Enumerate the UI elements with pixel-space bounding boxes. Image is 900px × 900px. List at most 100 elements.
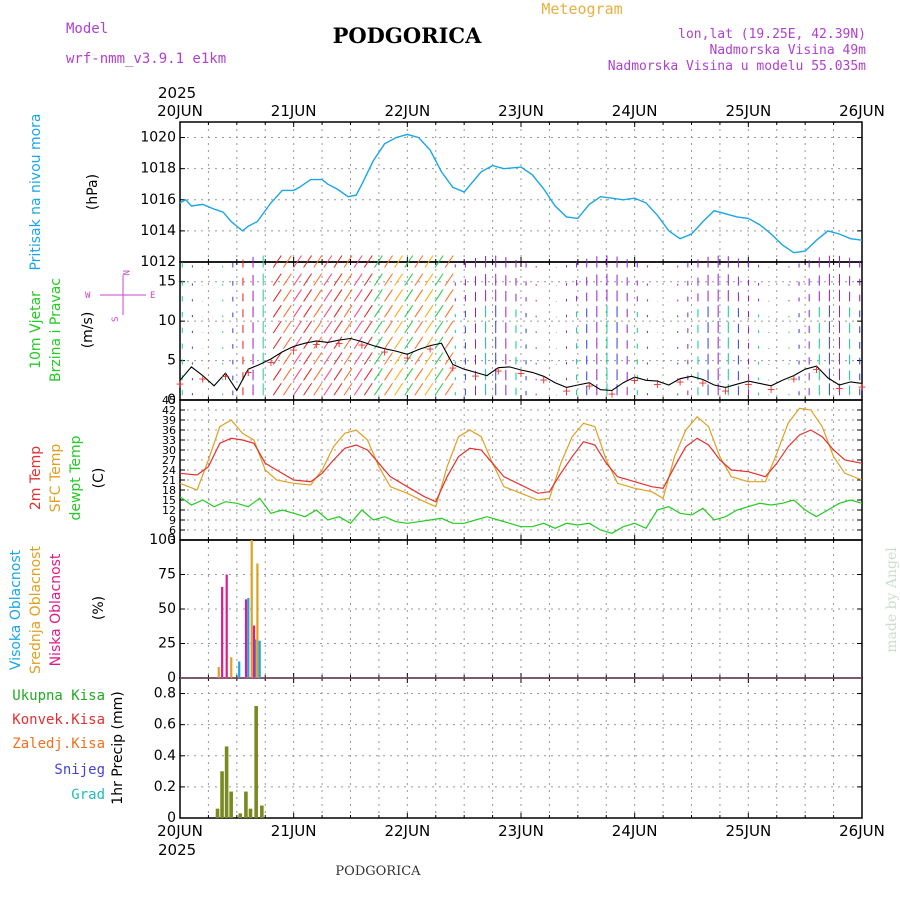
wind-barb [272,304,282,318]
precip-ytick-label: 0.6 [154,717,176,733]
precip-ylabel: 1hr Precip (mm) [110,691,126,804]
wind-barb [414,382,424,396]
wind-barb [394,289,404,302]
wind-gust-marker: + [244,366,253,379]
wind-barb [394,382,404,396]
wind-gust-marker: + [607,388,616,401]
wind-barb [444,289,454,302]
wind-ylabel-1: 10m Vjetar [28,291,44,369]
wind-gust-marker: + [516,367,525,380]
wind-gust-marker: + [653,378,662,391]
compass-n-label: N [120,270,130,275]
wind-gust-marker: + [744,378,753,391]
cloud-bar [250,540,253,678]
page-title: PODGORICA [333,23,483,48]
wind-barb [363,382,373,396]
wind-barb [323,273,333,286]
pressure-ytick-label: 1020 [140,130,176,146]
wind-barb [293,273,302,286]
wind-gust-marker: + [630,374,639,387]
precip-legend-item: Zaledj.Kisa [12,736,105,752]
wind-barb [404,255,414,268]
wind-barb [414,304,424,318]
wind-gust-marker: + [539,373,548,386]
wind-barb [343,352,353,365]
wind-barb [404,273,414,286]
cloud-bar [254,639,257,678]
wind-barb [313,273,323,286]
cloud-bar [238,661,241,678]
x-label-bottom: 20JUN [157,822,203,840]
wind-barb [434,336,444,350]
wind-barb [282,336,292,350]
wind-barb [353,320,363,334]
cloud-bar [252,625,256,678]
wind-gust-marker: + [857,380,866,393]
wind-barb [373,382,383,396]
wind-barb [434,304,444,318]
cloud-bar [258,640,261,678]
wind-barb [394,255,404,268]
wind-barb [394,304,404,318]
precip-ytick-label: 0.8 [154,686,176,702]
wind-gust-marker: + [175,377,184,390]
wind-barb [384,352,393,365]
wind-barb [363,273,373,286]
wind-barb [333,273,343,286]
wind-barb [424,255,434,268]
wind-barb [272,336,282,350]
temperature-ytick-label: 12 [162,504,176,517]
wind-barb [272,382,282,396]
model-label: Model [66,21,108,37]
cloud-high-ylabel: Visoka Oblacnost [8,549,24,670]
wind-barb [313,304,323,318]
wind-barb [293,382,302,396]
wind-barb [424,368,434,381]
wind-barb [373,289,383,302]
wind-barb [313,382,323,396]
pressure-ytick-label: 1012 [140,254,176,270]
pressure-line [179,133,863,254]
wind-barb [303,352,313,365]
wind-gust-marker: + [221,370,230,383]
wind-barb [384,382,393,396]
wind-barb [343,368,353,381]
wind-barb [444,304,454,318]
wind-barb [394,368,404,381]
wind-barb [313,255,323,268]
x-label-bottom: 24JUN [612,822,658,840]
wind-barb [353,368,363,381]
wind-barb [414,368,424,381]
model-name: wrf-nmm_v3.9.1 e1km [66,51,226,67]
wind-barb [323,304,333,318]
wind-gust-marker: + [835,382,844,395]
wind-barb [323,382,333,396]
wind-barb [384,368,393,381]
wind-barb [404,320,414,334]
temperature-ytick-label: 6 [169,524,176,537]
wind-barb [333,368,343,381]
wind-barb [404,289,414,302]
wind-barb [343,273,353,286]
wind-barbs [181,255,861,396]
wind-barb [444,320,454,334]
x-label-top: 22JUN [384,102,430,120]
wind-ytick-label: 15 [158,274,176,290]
x-label-bottom: 23JUN [498,822,544,840]
wind-barb [373,255,383,268]
wind-barb [323,289,333,302]
wind-speed-line [179,337,863,392]
wind-barb [404,304,414,318]
wind-barb [313,320,323,334]
pressure-ytick-label: 1018 [140,161,176,177]
x-label-top: 21JUN [271,102,317,120]
dewpt-ylabel: dewpt Temp [68,435,84,520]
lonlat-label: lon,lat (19.25E, 42.39N) [678,27,866,42]
temperature-ytick-label: 24 [162,464,176,477]
wind-barb [424,289,434,302]
t2m-line [179,429,863,503]
wind-barb [434,273,444,286]
x-label-top: 20JUN [157,102,203,120]
wind-barb [414,336,424,350]
